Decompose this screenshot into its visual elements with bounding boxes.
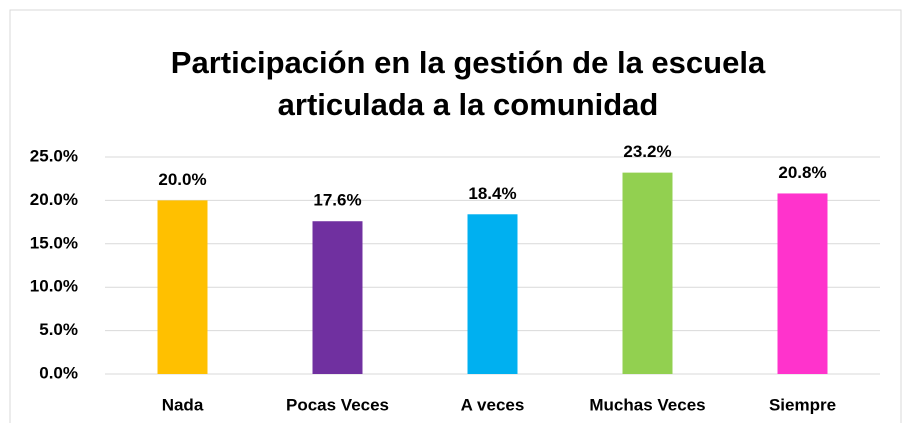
y-tick-label: 5.0% — [39, 320, 78, 339]
data-label: 20.8% — [778, 163, 826, 182]
data-label: 17.6% — [313, 191, 361, 210]
bar — [777, 193, 828, 374]
chart-title: articulada a la comunidad — [278, 87, 659, 122]
bar — [467, 214, 518, 374]
bar — [622, 172, 673, 374]
data-label: 18.4% — [468, 184, 516, 203]
bar — [312, 221, 363, 374]
x-tick-label: Muchas Veces — [589, 395, 705, 414]
chart-title: Participación en la gestión de la escuel… — [171, 45, 766, 80]
x-tick-label: Nada — [162, 395, 204, 414]
y-tick-label: 0.0% — [39, 363, 78, 382]
y-tick-label: 10.0% — [30, 277, 78, 296]
y-tick-label: 15.0% — [30, 233, 78, 252]
y-tick-label: 25.0% — [30, 146, 78, 165]
data-label: 23.2% — [623, 142, 671, 161]
x-tick-label: Siempre — [769, 395, 836, 414]
x-tick-label: A veces — [461, 395, 525, 414]
data-label: 20.0% — [158, 170, 206, 189]
bar — [157, 200, 208, 374]
y-tick-label: 20.0% — [30, 190, 78, 209]
x-tick-label: Pocas Veces — [286, 395, 389, 414]
